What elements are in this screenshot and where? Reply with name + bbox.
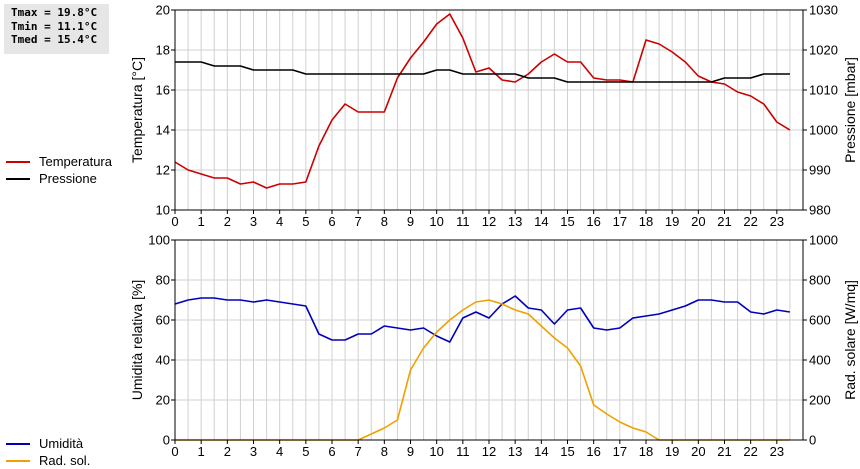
x-tick-label: 1 — [198, 444, 205, 459]
legend-label-temperatura: Temperatura — [39, 154, 112, 169]
legend-label-pressione: Pressione — [39, 171, 97, 186]
x-tick-label: 20 — [691, 214, 705, 229]
y-tick-label: 20 — [156, 3, 170, 18]
x-tick-label: 12 — [482, 444, 496, 459]
series-line-pressione — [175, 61, 790, 83]
x-tick-label: 23 — [770, 444, 784, 459]
y-tick-label: 10 — [156, 203, 170, 218]
x-tick-label: 11 — [456, 444, 470, 459]
y-tick-label: 80 — [156, 273, 170, 288]
y-axis-title-top: Temperatura [°C] — [129, 57, 145, 163]
y2-tick-label: 990 — [809, 163, 831, 178]
x-tick-label: 19 — [665, 214, 679, 229]
y2-tick-label: 1010 — [809, 83, 838, 98]
x-tick-label: 20 — [691, 444, 705, 459]
y2-tick-label: 1030 — [809, 3, 838, 18]
x-tick-label: 11 — [456, 214, 470, 229]
x-tick-label: 3 — [250, 214, 257, 229]
x-tick-label: 10 — [429, 444, 443, 459]
x-tick-label: 4 — [276, 214, 283, 229]
x-tick-label: 2 — [224, 444, 231, 459]
x-tick-label: 16 — [586, 214, 600, 229]
x-tick-label: 23 — [770, 214, 784, 229]
series-line-umidit — [174, 295, 791, 343]
x-tick-label: 15 — [560, 444, 574, 459]
y2-tick-label: 1020 — [809, 43, 838, 58]
x-tick-label: 19 — [665, 444, 679, 459]
chart-panel-bottom: 0 1 2 3 4 5 6 7 8 9 10 11 12 13 14 15 16 17 18 19 20 21 22 2302… — [129, 233, 858, 460]
stats-box: Tmax = 19.8°C Tmin = 11.1°C Tmed = 15.4°… — [4, 4, 109, 54]
x-tick-label: 7 — [355, 214, 362, 229]
tmax-text: Tmax = 19.8°C — [11, 6, 98, 19]
x-tick-label: 10 — [429, 214, 443, 229]
y-tick-label: 20 — [156, 393, 170, 408]
y2-tick-label: 1000 — [809, 123, 838, 138]
x-tick-label: 13 — [508, 444, 522, 459]
x-tick-label: 21 — [717, 444, 731, 459]
x-tick-label: 9 — [407, 444, 414, 459]
y-tick-label: 18 — [156, 43, 170, 58]
x-tick-label: 18 — [639, 444, 653, 459]
y2-tick-label: 0 — [809, 433, 816, 448]
y2-axis-title-top: Pressione [mbar] — [842, 57, 858, 163]
x-tick-label: 7 — [355, 444, 362, 459]
y-tick-label: 60 — [156, 313, 170, 328]
x-tick-label: 13 — [508, 214, 522, 229]
y-axis-title-bottom: Umidità relativa [%] — [129, 280, 145, 401]
legend-swatch-pressione — [6, 178, 30, 180]
x-tick-label: 12 — [482, 214, 496, 229]
x-tick-label: 8 — [381, 444, 388, 459]
y-tick-label: 16 — [156, 83, 170, 98]
y-tick-label: 12 — [156, 163, 170, 178]
series-line-temperatura — [174, 13, 791, 189]
x-tick-label: 22 — [743, 444, 757, 459]
x-tick-label: 8 — [381, 214, 388, 229]
tmin-text: Tmin = 11.1°C — [11, 19, 98, 33]
x-tick-label: 17 — [613, 444, 627, 459]
x-tick-label: 1 — [198, 214, 205, 229]
tmed-text: Tmed = 15.4°C — [11, 33, 98, 46]
x-tick-label: 16 — [586, 444, 600, 459]
legend-label-umidita: Umidità — [39, 436, 84, 451]
y-tick-label: 0 — [163, 433, 170, 448]
x-tick-label: 0 — [171, 444, 178, 459]
y-tick-label: 40 — [156, 353, 170, 368]
y2-axis-title-bottom: Rad. solare [W/mq] — [842, 280, 858, 400]
x-tick-label: 21 — [717, 214, 731, 229]
y-tick-label: 100 — [148, 233, 170, 248]
x-tick-label: 5 — [302, 444, 309, 459]
x-tick-label: 2 — [224, 214, 231, 229]
y-tick-label: 14 — [156, 123, 170, 138]
y2-tick-label: 200 — [809, 393, 831, 408]
x-tick-label: 14 — [534, 214, 548, 229]
x-tick-label: 9 — [407, 214, 414, 229]
legend-swatch-temperatura — [6, 161, 30, 163]
x-tick-label: 15 — [560, 214, 574, 229]
x-tick-label: 5 — [302, 214, 309, 229]
x-tick-label: 6 — [328, 444, 335, 459]
y2-tick-label: 600 — [809, 313, 831, 328]
x-tick-label: 22 — [743, 214, 757, 229]
x-tick-label: 3 — [250, 444, 257, 459]
x-tick-label: 14 — [534, 444, 548, 459]
x-tick-label: 18 — [639, 214, 653, 229]
legend-swatch-umidita — [6, 443, 30, 445]
y2-tick-label: 400 — [809, 353, 831, 368]
x-tick-label: 17 — [613, 214, 627, 229]
y2-tick-label: 800 — [809, 273, 831, 288]
legend-swatch-rad-sol — [6, 460, 30, 462]
x-tick-label: 4 — [276, 444, 283, 459]
chart-panel-top: 0 1 2 3 4 5 6 7 8 9 10 11 12 13 14 15 16 17 18 19 20 21 22 2310… — [129, 3, 858, 230]
y2-tick-label: 980 — [809, 203, 831, 218]
y2-tick-label: 1000 — [809, 233, 838, 248]
x-tick-label: 6 — [328, 214, 335, 229]
x-tick-label: 0 — [171, 214, 178, 229]
